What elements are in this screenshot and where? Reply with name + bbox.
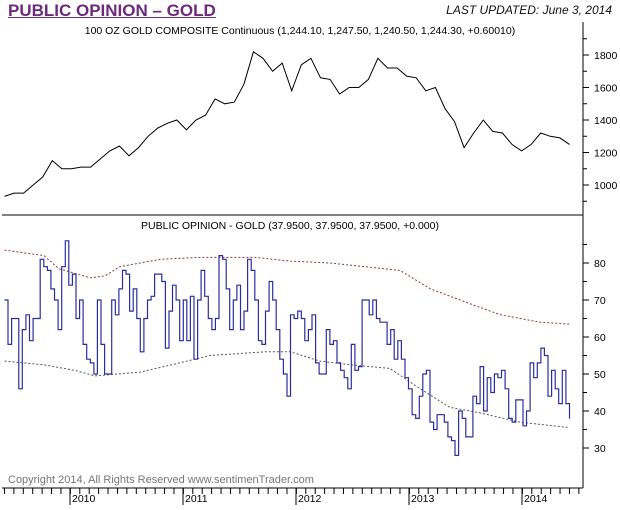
page-title: PUBLIC OPINION – GOLD — [8, 1, 216, 20]
y-tick-label: 1800 — [594, 50, 618, 62]
copyright: Copyright 2014, All Rights Reserved www.… — [8, 474, 314, 486]
y-tick-label: 1200 — [594, 148, 618, 160]
upper-band-line — [4, 249, 570, 325]
gold-chart-title: 100 OZ GOLD COMPOSITE Continuous (1,244.… — [85, 25, 515, 37]
y-tick-label: 40 — [594, 406, 606, 418]
y-tick-label: 30 — [594, 443, 606, 455]
x-tick-label: 2014 — [524, 493, 548, 505]
y-tick-label: 80 — [594, 258, 606, 270]
last-updated: LAST UPDATED: June 3, 2014 — [446, 3, 612, 17]
gold-price-line — [4, 51, 570, 197]
y-tick-label: 1000 — [594, 180, 618, 192]
y-tick-label: 70 — [594, 295, 606, 307]
y-tick-label: 60 — [594, 332, 606, 344]
opinion-chart-title: PUBLIC OPINION - GOLD (37.9500, 37.9500,… — [141, 220, 439, 232]
x-tick-label: 2012 — [298, 493, 322, 505]
y-tick-label: 50 — [594, 369, 606, 381]
x-tick-label: 2011 — [185, 493, 208, 505]
public-opinion-line — [4, 240, 571, 456]
x-tick-label: 2010 — [72, 493, 96, 505]
y-tick-label: 1600 — [594, 83, 618, 95]
x-tick-label: 2013 — [411, 493, 435, 505]
y-tick-label: 1400 — [594, 115, 618, 127]
